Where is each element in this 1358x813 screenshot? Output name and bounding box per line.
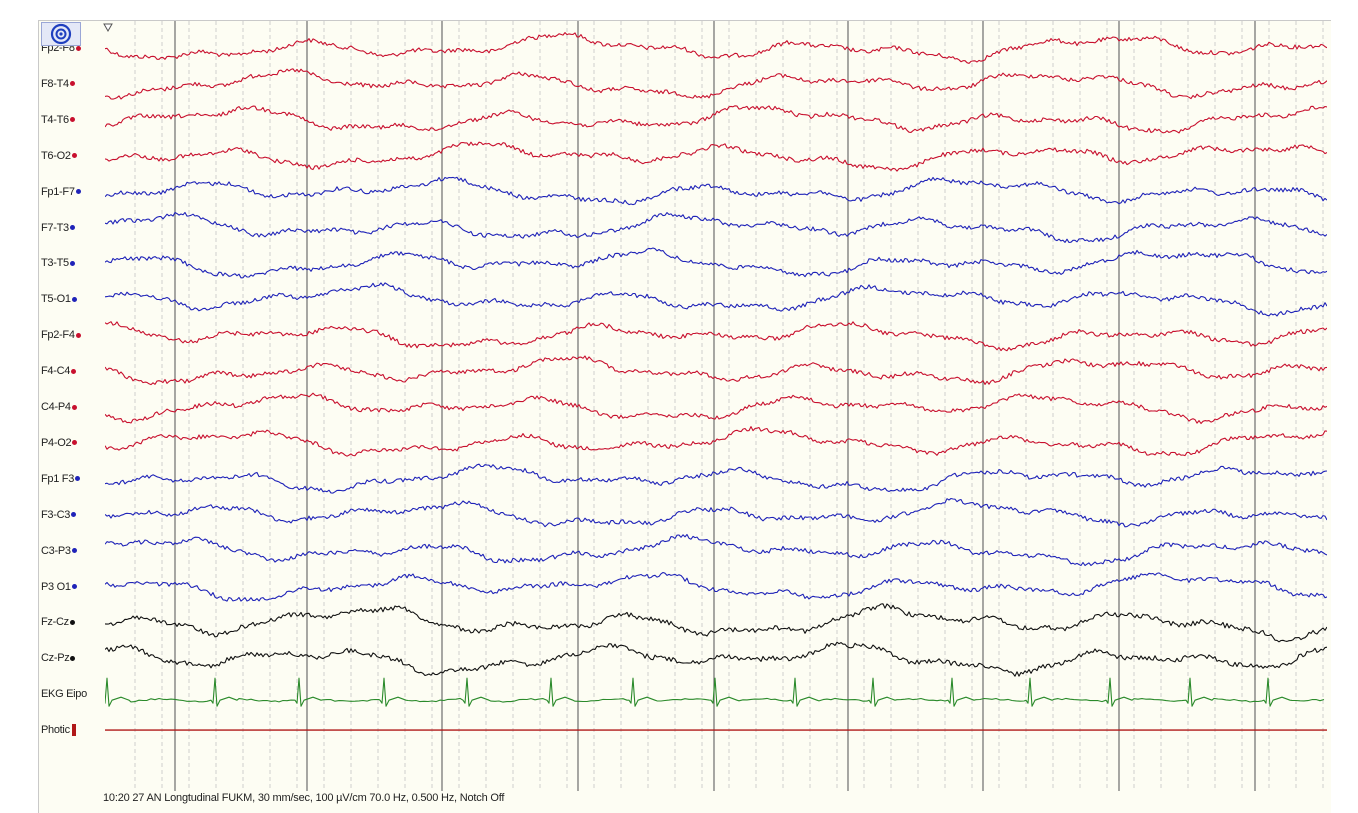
- channel-dot-icon: [72, 440, 78, 446]
- channel-label-text: F7-T3: [41, 221, 69, 234]
- channel-trace: [105, 426, 1327, 457]
- channel-label[interactable]: C4-P4: [41, 399, 103, 415]
- channel-label[interactable]: F4-C4: [41, 363, 103, 379]
- channel-dot-icon: [75, 45, 81, 51]
- channel-label[interactable]: P4-O2: [41, 435, 103, 451]
- channel-label[interactable]: F3-C3: [41, 507, 103, 523]
- channel-label[interactable]: T4-T6: [41, 112, 103, 128]
- channel-label-text: P4-O2: [41, 436, 72, 449]
- montage-settings-button[interactable]: [41, 22, 81, 46]
- channel-label[interactable]: T5-O1: [41, 291, 103, 307]
- channel-label-text: F4-C4: [41, 365, 71, 378]
- channel-trace: [105, 533, 1327, 567]
- channel-trace: [105, 105, 1327, 134]
- channel-trace: [105, 355, 1327, 386]
- channel-trace: [105, 677, 1325, 707]
- channel-dot-icon: [75, 332, 81, 338]
- channel-label[interactable]: EKG Eipo: [41, 686, 103, 702]
- channel-trace: [105, 463, 1327, 494]
- channel-trace: [105, 32, 1327, 64]
- channel-label-text: EKG Eipo: [41, 688, 87, 701]
- channel-dot-icon: [71, 368, 77, 374]
- channel-label-text: Fp2-F4: [41, 329, 75, 342]
- channel-trace: [105, 176, 1327, 206]
- channel-trace: [105, 321, 1327, 352]
- channel-label[interactable]: Fp2-F4: [41, 327, 103, 343]
- channel-label-text: Cz-Pz: [41, 652, 70, 665]
- channel-trace: [105, 247, 1327, 279]
- channel-label[interactable]: F7-T3: [41, 220, 103, 236]
- channel-trace: [105, 141, 1327, 172]
- channel-label-text: F8-T4: [41, 77, 69, 90]
- channel-label[interactable]: P3 O1: [41, 579, 103, 595]
- channel-trace: [105, 571, 1327, 602]
- channel-dot-icon: [69, 260, 75, 266]
- channel-label-text: Photic: [41, 724, 70, 737]
- channel-label[interactable]: C3-P3: [41, 543, 103, 559]
- channel-label-text: T4-T6: [41, 113, 69, 126]
- channel-label[interactable]: Fp1-F7: [41, 184, 103, 200]
- channel-label[interactable]: Fz-Cz: [41, 614, 103, 630]
- channel-label-text: P3 O1: [41, 580, 71, 593]
- channel-dot-icon: [75, 476, 81, 482]
- channel-trace: [105, 392, 1327, 425]
- channel-label[interactable]: T3-T5: [41, 255, 103, 271]
- channel-label-text: T5-O1: [41, 293, 71, 306]
- channel-dot-icon: [71, 584, 77, 590]
- channel-trace: [105, 497, 1327, 528]
- channel-label[interactable]: Fp1 F3: [41, 471, 103, 487]
- channel-label-column: Fp2-F8 F8-T4 T4-T6 T6-O2 Fp1-F7 F7-T3 T3-T5 T5-…: [39, 21, 105, 813]
- channel-trace: [105, 603, 1327, 643]
- channel-dot-icon: [69, 619, 75, 625]
- channel-dot-icon: [71, 296, 77, 302]
- channel-trace: [105, 68, 1327, 100]
- channel-label-text: C3-P3: [41, 544, 71, 557]
- channel-trace: [105, 211, 1327, 244]
- channel-label-text: Fz-Cz: [41, 616, 69, 629]
- channel-dot-icon: [71, 512, 77, 518]
- channel-dot-icon: [69, 81, 75, 87]
- channel-label-text: Fp1 F3: [41, 472, 75, 485]
- target-icon: [50, 23, 72, 45]
- channel-dot-icon: [71, 153, 77, 159]
- triangle-marker-icon[interactable]: [103, 23, 113, 33]
- eeg-viewer: Fp2-F8 F8-T4 T4-T6 T6-O2 Fp1-F7 F7-T3 T3-T5 T5-…: [38, 20, 1331, 813]
- channel-label-text: C4-P4: [41, 401, 71, 413]
- channel-bar-icon: [71, 724, 76, 737]
- channel-trace: [105, 641, 1327, 677]
- channel-label[interactable]: Cz-Pz: [41, 650, 103, 666]
- channel-label-text: T3-T5: [41, 257, 69, 270]
- channel-label-text: Fp1-F7: [41, 185, 75, 198]
- channel-dot-icon: [71, 548, 77, 554]
- eeg-trace-area[interactable]: [105, 21, 1327, 791]
- channel-dot-icon: [69, 117, 75, 123]
- channel-dot-icon: [71, 404, 77, 410]
- channel-label-text: T6-O2: [41, 149, 71, 162]
- channel-label[interactable]: Photic: [41, 722, 103, 738]
- status-bar-text: 10:20 27 AN Longtudinal FUKM, 30 mm/sec,…: [103, 792, 505, 804]
- channel-label-text: F3-C3: [41, 508, 71, 521]
- channel-dot-icon: [75, 189, 81, 195]
- channel-label[interactable]: T6-O2: [41, 148, 103, 164]
- channel-trace: [105, 282, 1327, 317]
- channel-dot-icon: [70, 655, 76, 661]
- channel-label[interactable]: F8-T4: [41, 76, 103, 92]
- channel-dot-icon: [69, 225, 75, 231]
